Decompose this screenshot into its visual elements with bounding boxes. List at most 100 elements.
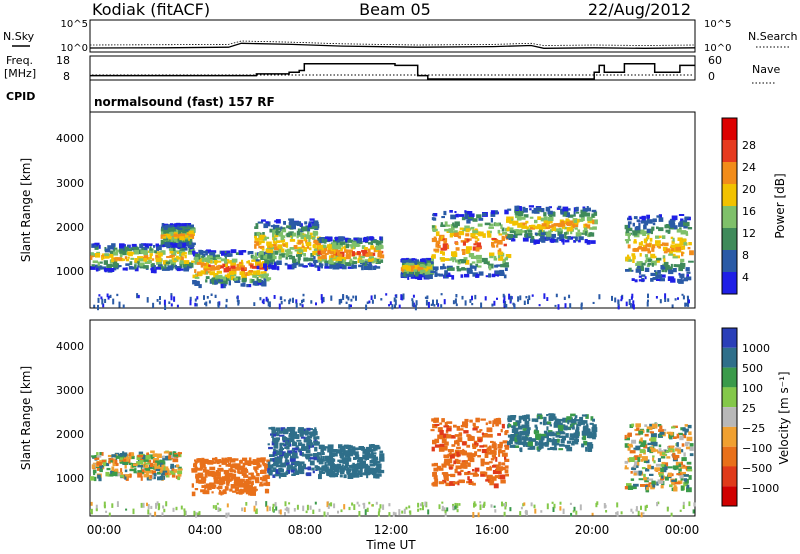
power-echo-cell	[173, 223, 177, 227]
velocity-echo-cell	[684, 424, 688, 427]
velocity-echo-cell	[687, 424, 692, 429]
power-echo-cell	[470, 226, 475, 230]
power-echo-cell	[413, 261, 416, 266]
velocity-ground-scatter-cell	[421, 502, 424, 507]
velocity-echo-cell	[226, 482, 230, 486]
power-ground-scatter-cell	[205, 301, 208, 307]
velocity-echo-cell	[245, 479, 250, 484]
velocity-y-tick-4000: 4000	[56, 340, 84, 353]
power-echo-cell	[248, 251, 254, 254]
velocity-echo-cell	[114, 468, 119, 474]
velocity-echo-cell	[551, 439, 558, 444]
velocity-echo-cell	[458, 479, 465, 484]
velocity-echo-cell	[639, 444, 646, 447]
velocity-echo-cell	[525, 424, 530, 428]
power-echo-cell	[250, 264, 254, 268]
power-echo-cell	[209, 271, 215, 276]
velocity-ground-scatter-cell	[693, 502, 696, 507]
velocity-echo-cell	[592, 430, 597, 436]
power-echo-cell	[683, 221, 687, 226]
power-echo-cell	[644, 254, 649, 258]
power-echo-cell	[302, 265, 308, 268]
velocity-ground-scatter-cell	[392, 511, 395, 517]
power-echo-cell	[564, 233, 567, 238]
power-echo-cell	[308, 247, 312, 251]
power-echo-cell	[179, 251, 183, 257]
power-echo-cell	[570, 236, 573, 240]
power-echo-cell	[521, 225, 528, 229]
power-echo-cell	[281, 229, 287, 233]
power-echo-cell	[178, 268, 184, 271]
velocity-echo-cell	[438, 481, 445, 485]
velocity-echo-cell	[353, 468, 359, 472]
power-ground-scatter-cell	[402, 293, 405, 300]
velocity-echo-cell	[630, 478, 635, 481]
power-echo-cell	[529, 226, 535, 230]
power-echo-cell	[330, 244, 334, 249]
power-echo-cell	[411, 261, 417, 264]
velocity-echo-cell	[683, 452, 686, 457]
velocity-echo-cell	[229, 479, 232, 482]
power-echo-cell	[408, 272, 415, 277]
power-ground-scatter-cell	[528, 297, 531, 301]
power-echo-cell	[435, 243, 439, 248]
power-echo-cell	[198, 284, 202, 289]
velocity-ground-scatter-cell	[198, 511, 201, 515]
velocity-echo-cell	[273, 448, 276, 452]
power-echo-cell	[490, 210, 495, 215]
power-echo-cell	[308, 237, 311, 242]
velocity-echo-cell	[347, 470, 351, 475]
power-echo-cell	[523, 214, 529, 218]
power-echo-cell	[334, 255, 338, 260]
velocity-echo-cell	[465, 424, 468, 429]
velocity-echo-cell	[336, 463, 342, 466]
power-ground-scatter-cell	[620, 296, 623, 300]
power-echo-cell	[370, 245, 375, 250]
power-echo-cell	[425, 258, 428, 264]
power-ground-scatter-cell	[493, 300, 496, 306]
power-echo-cell	[468, 253, 475, 258]
power-echo-cell	[113, 247, 118, 250]
velocity-echo-cell	[271, 432, 278, 436]
velocity-echo-cell	[344, 454, 349, 458]
velocity-echo-cell	[685, 442, 689, 447]
power-echo-cell	[178, 229, 182, 235]
power-echo-cell	[556, 228, 562, 231]
velocity-echo-cell	[306, 427, 311, 431]
velocity-echo-cell	[658, 448, 662, 452]
power-echo-cell	[507, 233, 514, 238]
power-ground-scatter-cell	[563, 296, 566, 300]
power-echo-cell	[486, 230, 490, 236]
power-echo-cell	[647, 262, 653, 266]
power-ground-scatter-cell	[265, 296, 268, 302]
velocity-ground-scatter-cell	[642, 512, 645, 515]
velocity-echo-cell	[440, 434, 445, 439]
velocity-echo-cell	[230, 458, 236, 463]
power-echo-cell	[426, 260, 433, 266]
velocity-echo-cell	[556, 432, 561, 435]
velocity-echo-cell	[269, 458, 274, 462]
velocity-ground-scatter-cell	[140, 502, 143, 508]
power-ground-scatter-cell	[455, 294, 458, 298]
velocity-ground-scatter-cell	[679, 509, 682, 512]
power-echo-cell	[160, 228, 165, 232]
power-echo-cell	[671, 215, 678, 221]
velocity-ground-scatter-cell	[670, 512, 673, 517]
power-echo-cell	[490, 218, 493, 223]
velocity-echo-cell	[518, 415, 525, 420]
velocity-ground-scatter-cell	[175, 506, 178, 511]
velocity-echo-cell	[651, 448, 656, 453]
power-ground-scatter-cell	[302, 293, 305, 297]
power-ground-scatter-cell	[432, 299, 434, 306]
velocity-echo-cell	[299, 471, 305, 475]
power-echo-cell	[488, 226, 494, 229]
velocity-echo-cell	[644, 424, 648, 427]
power-echo-cell	[687, 247, 691, 250]
velocity-echo-cell	[457, 437, 463, 443]
power-echo-cell	[309, 232, 313, 236]
power-ground-scatter-cell	[682, 295, 685, 300]
power-echo-cell	[685, 276, 692, 281]
power-colorbar-swatch	[722, 118, 737, 140]
power-echo-cell	[345, 262, 351, 267]
velocity-echo-cell	[547, 421, 551, 425]
